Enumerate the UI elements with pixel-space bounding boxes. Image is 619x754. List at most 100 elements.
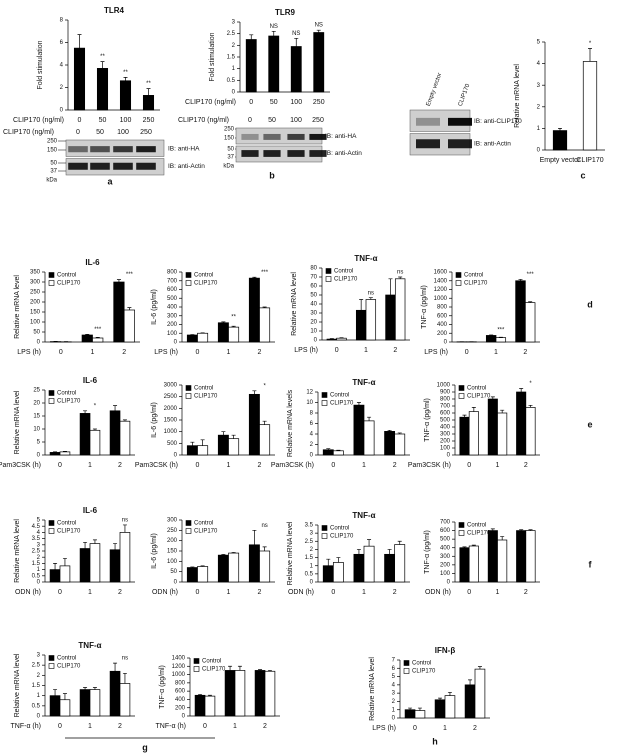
x-tick-label: 0: [58, 723, 62, 730]
bar: [119, 683, 131, 717]
bar: [313, 32, 325, 93]
y-tick-label: 100: [30, 320, 41, 326]
significance-label: ns: [397, 270, 403, 276]
bar: [464, 684, 476, 719]
error-bar: [500, 409, 505, 413]
blot-band: [241, 133, 259, 140]
blot-band: [68, 162, 88, 170]
legend-label: Control: [467, 386, 486, 392]
error-bar: [53, 689, 58, 696]
lane-label: 250: [140, 129, 152, 136]
significance-label: ns: [261, 523, 267, 529]
y-tick-label: 200: [440, 562, 451, 568]
y-tick-label: 2: [60, 85, 64, 91]
y-tick-label: 5: [537, 40, 541, 46]
y-tick-label: 1: [37, 567, 41, 573]
bar: [264, 670, 276, 717]
error-bar: [417, 707, 422, 711]
bar: [516, 391, 527, 456]
y-tick-label: 0: [60, 108, 64, 114]
bar: [194, 694, 206, 717]
band-label: IB: anti-HA: [168, 145, 200, 152]
blot-band: [241, 150, 259, 157]
error-bar: [122, 672, 127, 684]
legend-label: Control: [194, 273, 213, 279]
error-bar: [221, 554, 226, 556]
y-tick-label: 800: [167, 270, 178, 276]
y-tick-label: 2: [37, 673, 41, 679]
error-bar: [113, 405, 118, 411]
y-tick-label: 400: [440, 545, 451, 551]
y-tick-label: 20: [310, 320, 317, 326]
y-tick-label: 10: [33, 427, 40, 433]
error-bar: [438, 697, 443, 700]
x-tick-label: 2: [524, 462, 528, 469]
y-axis-label: Relative mRNA level: [291, 272, 298, 336]
y-axis-label: Fold stimulation: [37, 40, 44, 89]
bar: [468, 545, 479, 583]
bar: [385, 294, 396, 341]
x-axis-label: LPS (h): [372, 725, 396, 732]
blot-band: [263, 150, 281, 157]
bar: [113, 281, 125, 343]
error-bar: [85, 334, 90, 335]
legend-swatch: [455, 272, 462, 278]
y-tick-label: 0: [232, 90, 236, 96]
x-tick-label: 250: [313, 99, 325, 106]
x-axis-label: ODN (h): [425, 589, 451, 596]
x-tick-label: 0: [465, 349, 469, 356]
y-tick-label: 1: [232, 66, 236, 72]
y-tick-label: 200: [437, 331, 448, 337]
error-bar: [447, 691, 452, 696]
error-bar: [122, 419, 127, 422]
y-tick-label: 4: [37, 530, 41, 536]
unit-label: kDa: [223, 164, 234, 170]
legend-swatch: [48, 390, 55, 396]
y-tick-label: 500: [167, 296, 178, 302]
blot-band: [136, 146, 156, 153]
error-bar: [62, 558, 67, 566]
bar: [217, 434, 229, 456]
legend-label: Control: [202, 659, 221, 665]
x-axis-label: TNF-α (h): [156, 723, 187, 730]
y-tick-label: 2: [232, 43, 236, 49]
size-marker: 250: [224, 127, 235, 133]
y-tick-label: 300: [30, 280, 41, 286]
y-tick-label: 0: [444, 340, 448, 346]
error-bar: [519, 388, 524, 392]
blot-band: [448, 139, 472, 149]
legend-label: CLIP170: [330, 401, 354, 407]
legend-label: CLIP170: [194, 529, 218, 535]
blot-band: [287, 150, 305, 157]
bar: [414, 710, 426, 719]
bar: [322, 449, 334, 456]
y-tick-label: 60: [310, 284, 317, 290]
error-bar: [368, 297, 373, 300]
bar: [49, 695, 61, 717]
significance-label: ns: [122, 518, 128, 524]
bar: [487, 398, 498, 456]
y-tick-label: 600: [440, 528, 451, 534]
x-axis-label: CLIP170 (ng/ml): [185, 99, 236, 106]
unit-label: kDa: [46, 178, 57, 184]
x-axis-label: Pam3CSK (h): [408, 462, 451, 469]
error-bar: [294, 37, 299, 47]
y-tick-label: 0: [447, 580, 451, 586]
band-label: IB: anti-Actin: [168, 163, 205, 170]
x-tick-label: 2: [523, 349, 527, 356]
error-bar: [83, 687, 88, 690]
legend-label: Control: [194, 386, 213, 392]
size-marker: 50: [50, 161, 57, 167]
y-axis-label: TNF-α (pg/ml): [424, 530, 431, 574]
y-tick-label: 500: [440, 418, 451, 424]
x-tick-label: 2: [524, 589, 528, 596]
y-tick-label: 600: [175, 689, 186, 695]
legend-swatch: [458, 522, 465, 528]
legend-swatch: [48, 280, 55, 286]
y-tick-label: 300: [167, 313, 178, 319]
y-tick-label: 0: [310, 580, 314, 586]
bar: [89, 689, 101, 717]
error-bar: [62, 451, 67, 452]
y-tick-label: 4: [60, 63, 64, 69]
bar: [322, 565, 334, 583]
